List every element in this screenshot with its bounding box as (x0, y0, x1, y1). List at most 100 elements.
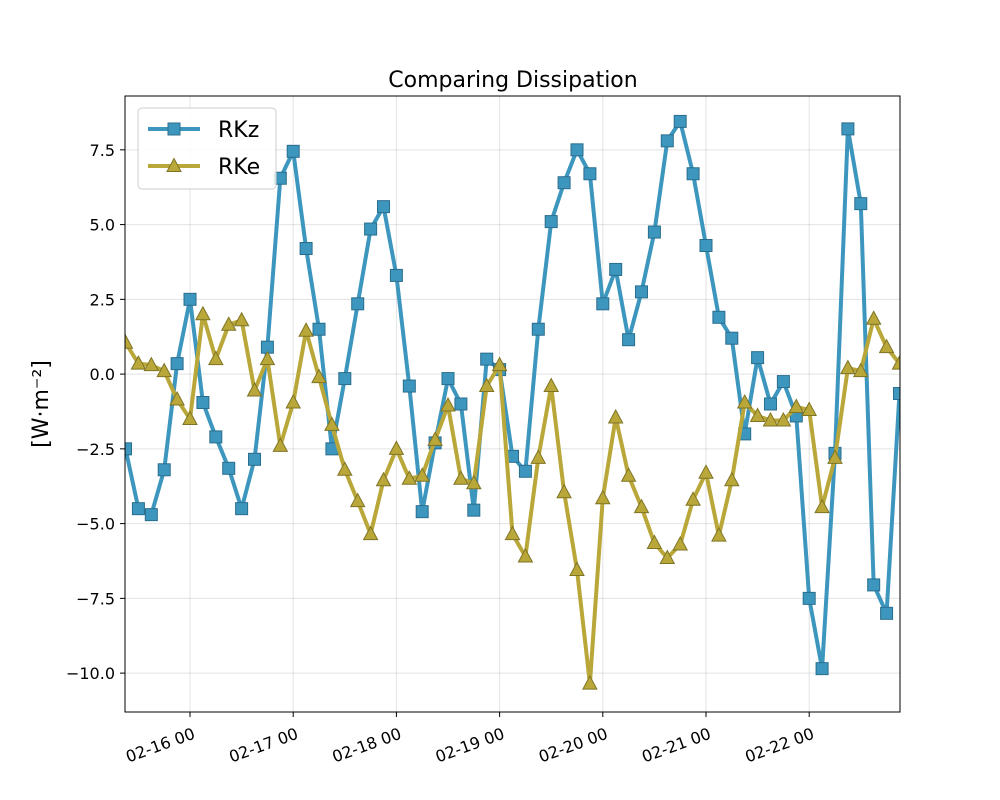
data-point-RKe (324, 416, 340, 431)
data-point-RKe (865, 310, 882, 325)
data-point-RKz (531, 322, 545, 336)
data-point-RKz (377, 200, 391, 214)
y-tick-label: −7.5 (76, 589, 115, 608)
data-point-RKe (233, 311, 250, 327)
data-point-RKz (131, 502, 145, 516)
data-point-RKe (672, 535, 689, 551)
data-point-RKe (504, 525, 521, 541)
data-point-RKz (557, 176, 571, 190)
data-point-RKz (634, 285, 648, 299)
data-point-RKe (891, 355, 900, 370)
data-point-RKe (143, 356, 160, 372)
data-point-RKz (480, 352, 494, 366)
legend-label-RKe: RKe (218, 155, 260, 180)
data-point-RKe (195, 305, 211, 321)
data-point-RKe (311, 368, 327, 384)
data-point-RKz (725, 331, 739, 345)
chart-title: Comparing Dissipation (388, 68, 637, 93)
data-point-RKe (594, 489, 611, 505)
data-point-RKz (673, 114, 687, 128)
data-point-RKe (878, 338, 895, 354)
data-point-RKe (801, 401, 818, 416)
data-point-RKe (827, 449, 843, 464)
data-point-RKz (841, 122, 855, 136)
data-point-RKz (222, 461, 236, 475)
data-point-RKe (659, 549, 676, 564)
data-point-RKz (892, 387, 900, 401)
data-point-RKz (196, 396, 210, 410)
data-point-RKe (736, 393, 753, 409)
data-point-RKe (362, 525, 379, 541)
data-point-RKz (299, 242, 313, 256)
data-point-RKz (235, 502, 249, 516)
y-tick-label: 5.0 (90, 216, 115, 235)
data-point-RKz (815, 662, 829, 676)
data-point-RKz (402, 379, 416, 393)
plot-frame (124, 95, 901, 713)
data-point-RKz (157, 463, 171, 477)
data-point-RKe (530, 449, 547, 464)
data-point-RKz (867, 578, 881, 592)
y-axis-label: [W·m⁻²] (29, 360, 54, 448)
data-point-RKz (776, 375, 790, 389)
data-point-RKe (749, 407, 766, 422)
data-point-RKe (427, 431, 443, 446)
data-point-RKe (130, 355, 147, 370)
data-point-RKe (852, 362, 869, 378)
data-point-RKz (622, 333, 636, 347)
data-point-RKz (854, 197, 868, 211)
series-RKe (125, 305, 900, 690)
y-tick-label: −2.5 (76, 440, 115, 459)
y-tick-label: 0.0 (90, 365, 115, 384)
data-point-RKe (775, 411, 792, 427)
data-point-RKe (762, 411, 779, 427)
data-point-RKz (686, 167, 700, 181)
data-point-RKz (518, 464, 532, 478)
data-point-RKz (880, 606, 894, 620)
data-point-RKe (156, 362, 173, 378)
data-point-RKe (840, 359, 856, 375)
data-point-RKz (712, 310, 726, 324)
data-point-RKz (415, 505, 429, 519)
data-point-RKe (375, 471, 392, 487)
data-point-RKz (751, 351, 765, 365)
data-point-RKe (246, 381, 263, 397)
y-tick-label: −10.0 (66, 664, 115, 683)
data-point-RKz (763, 397, 777, 411)
y-tick-label: −5.0 (76, 515, 115, 534)
data-point-RKz (209, 430, 223, 444)
data-point-RKe (401, 470, 418, 485)
data-point-RKz (183, 292, 197, 306)
data-point-RKz (364, 222, 378, 236)
data-point-RKe (388, 440, 405, 455)
data-point-RKe (788, 398, 805, 413)
data-point-RKz (286, 144, 300, 158)
y-tick-label: 2.5 (90, 290, 115, 309)
data-point-RKe (272, 437, 289, 452)
data-point-RKz (144, 508, 158, 522)
data-point-RKz (454, 397, 468, 411)
data-point-RKe (685, 491, 701, 506)
data-point-RKz (248, 452, 262, 466)
data-point-RKe (125, 334, 134, 349)
data-point-RKe (336, 461, 353, 476)
data-point-RKe (169, 390, 185, 406)
legend-marker-RKe (166, 157, 182, 172)
y-tick-label: 7.5 (90, 141, 115, 160)
data-point-RKe (711, 527, 727, 542)
data-point-RKz (583, 167, 597, 181)
data-point-RKz (802, 591, 816, 605)
data-point-RKz (125, 442, 133, 456)
data-point-RKe (582, 675, 598, 690)
data-point-RKz (312, 322, 326, 336)
data-point-RKe (220, 316, 237, 331)
data-point-RKe (182, 410, 198, 425)
data-point-RKe (723, 471, 740, 487)
data-point-RKe (349, 492, 366, 508)
legend-label-RKz: RKz (218, 118, 259, 143)
data-point-RKz (351, 297, 365, 311)
data-point-RKe (491, 356, 508, 372)
data-point-RKe (698, 464, 714, 479)
data-point-RKe (543, 377, 560, 393)
